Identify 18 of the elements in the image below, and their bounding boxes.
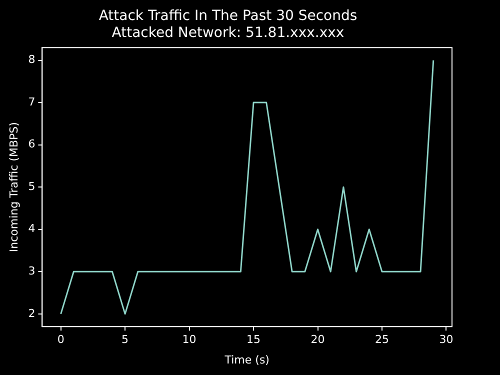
chart-title: Attack Traffic In The Past 30 Seconds xyxy=(98,8,358,24)
y-axis-title: Incoming Traffic (MBPS) xyxy=(7,122,20,252)
chart-subtitle: Attacked Network: 51.81.xxx.xxx xyxy=(112,24,344,41)
y-tick-label: 2 xyxy=(28,306,36,320)
x-axis-title: Time (s) xyxy=(224,353,270,366)
x-tick-label: 20 xyxy=(310,333,325,346)
x-tick-label: 25 xyxy=(374,333,389,346)
x-tick-label: 10 xyxy=(182,333,196,346)
y-tick-label: 7 xyxy=(28,95,36,108)
x-tick-label: 0 xyxy=(57,333,64,346)
y-tick-label: 8 xyxy=(28,53,36,66)
y-tick-label: 3 xyxy=(28,264,36,278)
y-tick-label: 4 xyxy=(28,222,36,236)
y-tick-label: 5 xyxy=(28,180,36,193)
x-tick-label: 5 xyxy=(122,333,129,346)
x-tick-label: 15 xyxy=(246,333,261,346)
y-tick-label: 6 xyxy=(28,138,36,151)
x-tick-label: 30 xyxy=(439,333,454,346)
